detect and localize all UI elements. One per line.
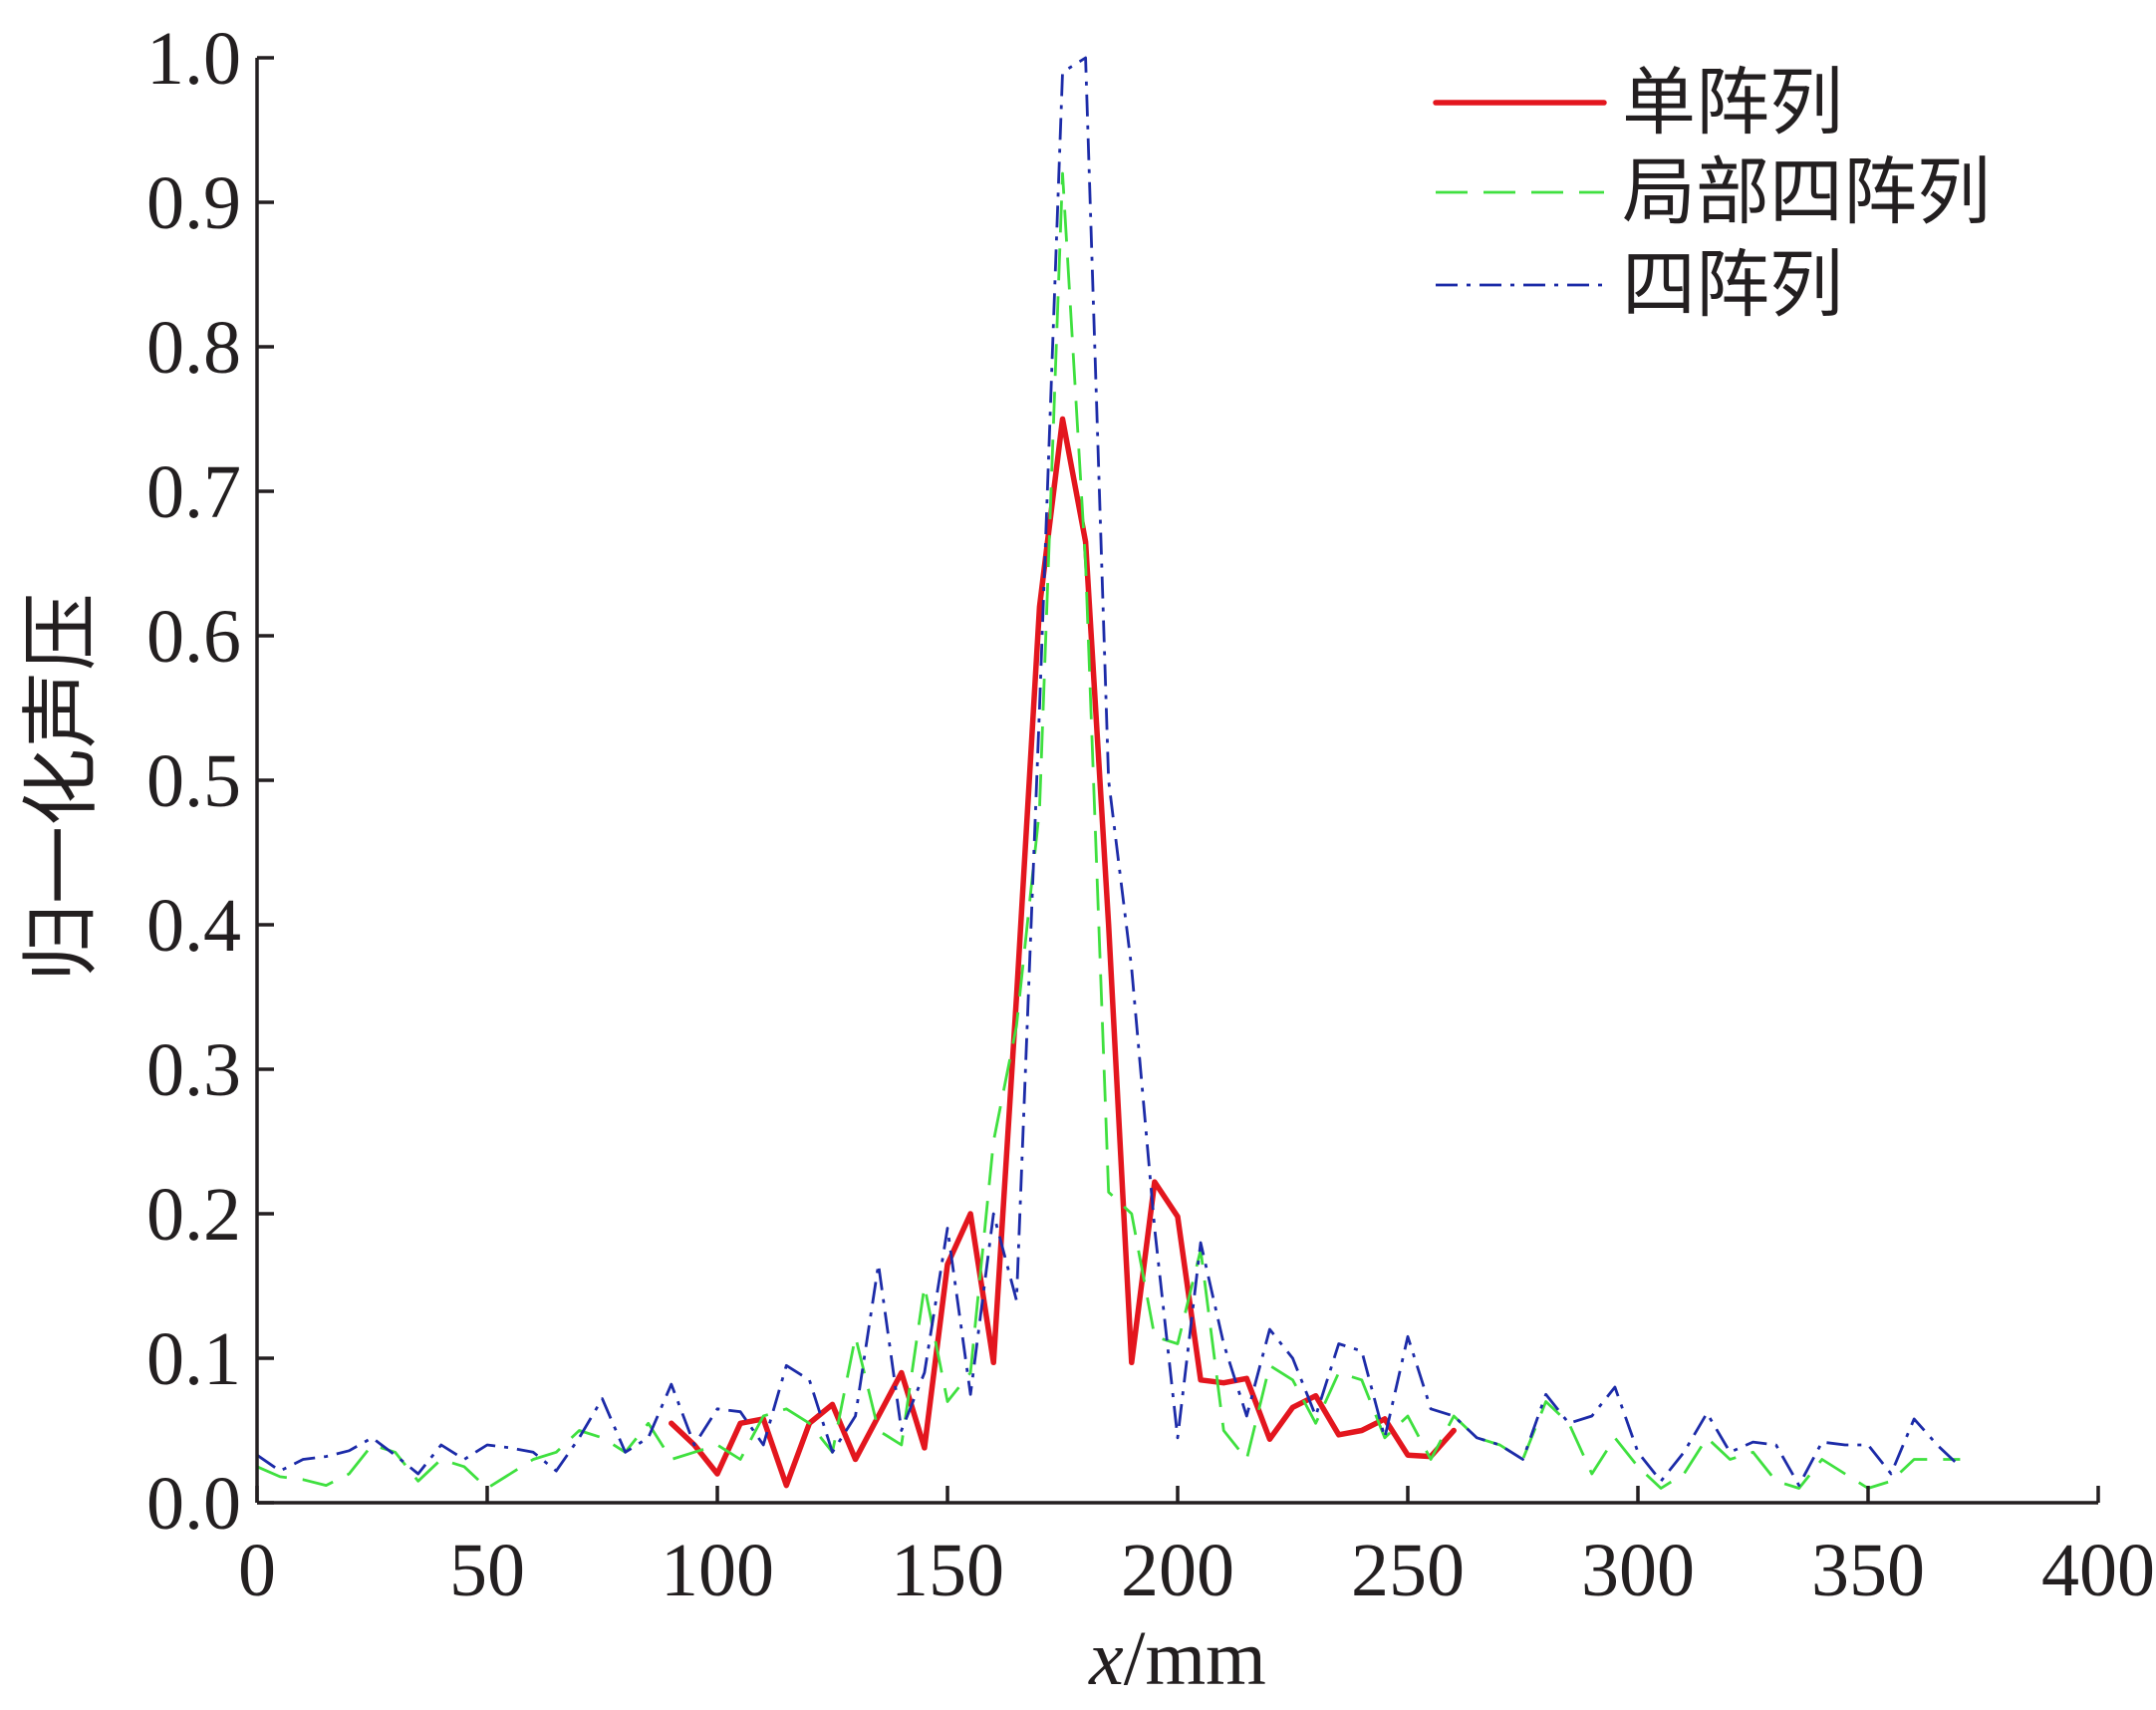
x-tick-label: 100 (661, 1529, 774, 1612)
y-tick-label: 0.2 (146, 1173, 241, 1257)
x-tick-label: 350 (1811, 1529, 1925, 1612)
y-tick-label: 0.6 (146, 595, 241, 679)
plot-area (256, 56, 1962, 1490)
y-tick-label: 0.0 (146, 1462, 241, 1546)
y-tick-label: 0.7 (146, 450, 241, 534)
y-tick-label: 0.4 (146, 884, 241, 968)
x-tick-label: 0 (238, 1529, 276, 1612)
series-line-1 (669, 416, 1457, 1489)
y-tick-label: 0.3 (146, 1028, 241, 1112)
y-tick-label: 0.5 (146, 739, 241, 823)
axis-ticks: 0.0 0.1 0.2 0.3 0.4 0.5 0.6 0.7 0.8 0.9 1.0 0 50 100 1… (146, 17, 2155, 1612)
legend-entry: 四阵列 (1436, 242, 1843, 328)
y-tick-label: 1.0 (146, 17, 241, 101)
series-line-3 (256, 56, 1962, 1487)
legend-entry: 局部四阵列 (1436, 149, 1991, 235)
x-tick-label: 250 (1351, 1529, 1465, 1612)
y-tick-label: 0.8 (146, 306, 241, 390)
x-tick-label: 400 (2041, 1529, 2155, 1612)
y-tick-label: 0.1 (146, 1317, 241, 1401)
x-tick-label: 50 (449, 1529, 525, 1612)
series-line-2 (256, 171, 1961, 1490)
legend: 单阵列 局部四阵列 四阵列 (1433, 60, 1991, 328)
x-axis-label: x/mm (1088, 1614, 1266, 1701)
y-axis-label: 归一化声压 (17, 593, 107, 982)
legend-label: 局部四阵列 (1622, 149, 1991, 235)
legend-entry: 单阵列 (1433, 60, 1843, 145)
x-tick-label: 200 (1121, 1529, 1234, 1612)
legend-label: 单阵列 (1622, 60, 1843, 145)
y-tick-label: 0.9 (146, 161, 241, 245)
x-tick-label: 300 (1581, 1529, 1695, 1612)
legend-label: 四阵列 (1622, 242, 1843, 328)
x-tick-label: 150 (891, 1529, 1004, 1612)
